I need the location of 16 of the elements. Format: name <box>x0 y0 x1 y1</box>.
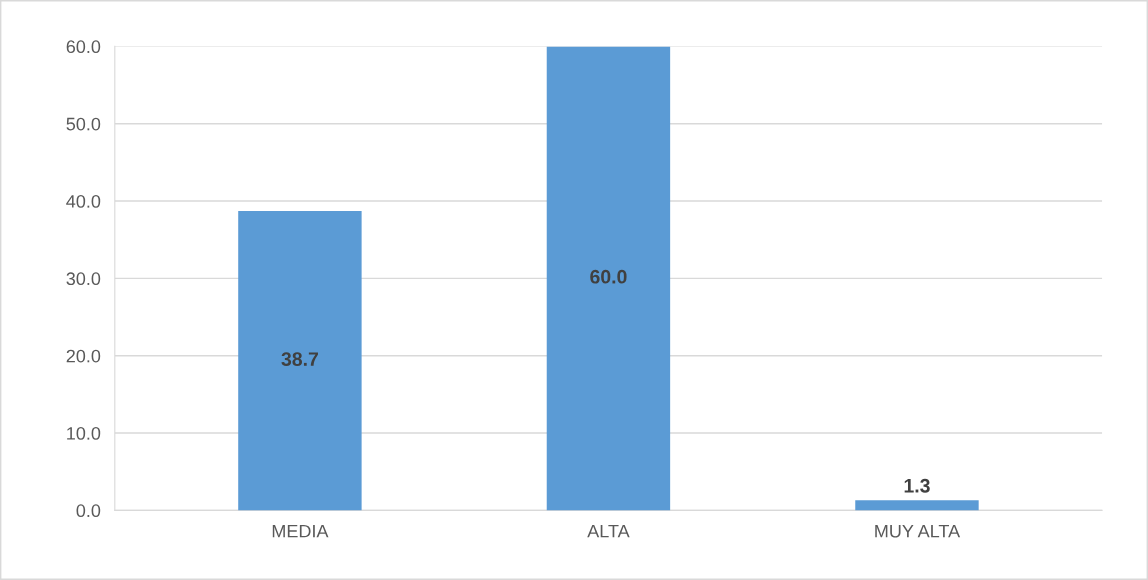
y-tick-label: 0.0 <box>76 504 101 518</box>
y-tick-label: 10.0 <box>67 427 101 440</box>
y-tick-label: 30.0 <box>66 272 101 286</box>
x-tick-label: MUY ALTA <box>875 524 961 538</box>
y-tick-label: 40.0 <box>66 195 101 208</box>
y-tick-label: 20.0 <box>66 349 101 363</box>
bar <box>238 211 362 511</box>
x-tick-label: ALTA <box>587 524 630 538</box>
bar <box>855 500 979 511</box>
data-label: 1.3 <box>904 478 930 493</box>
y-tick-label: 60.0 <box>66 40 101 54</box>
x-tick-label: MEDIA <box>272 524 329 538</box>
data-label: 38.7 <box>281 352 318 367</box>
y-tick-label: 50.0 <box>66 117 101 131</box>
bar <box>546 46 671 511</box>
data-label: 60.0 <box>590 269 627 284</box>
